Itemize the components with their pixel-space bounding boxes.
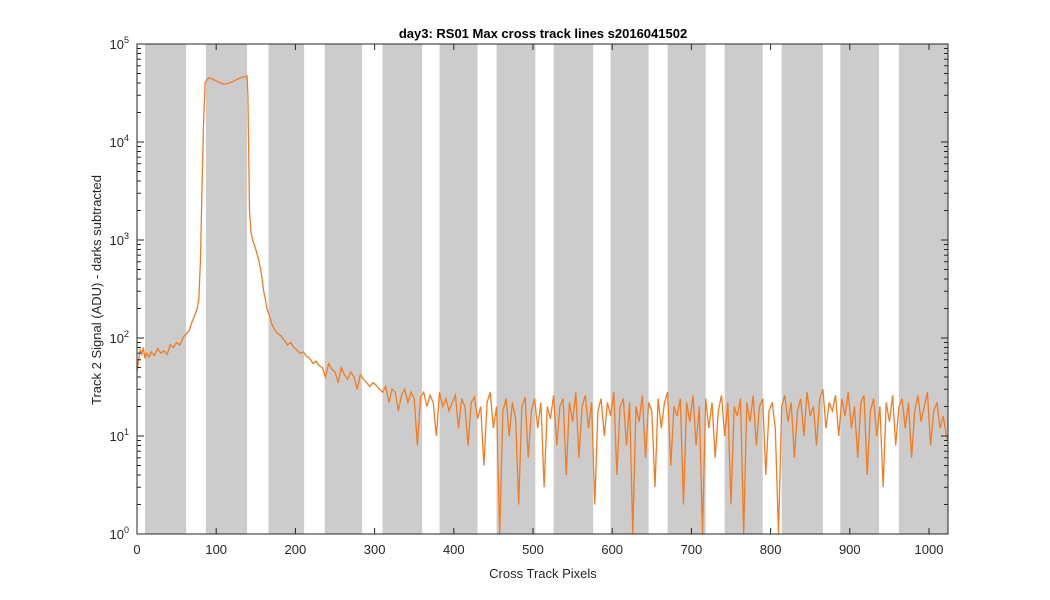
axes xyxy=(136,43,949,535)
shaded-band xyxy=(781,44,823,534)
y-axis-title: Track 2 Signal (ADU) - darks subtracted xyxy=(89,175,104,405)
plot-frame xyxy=(136,43,949,535)
x-tick-label: 500 xyxy=(522,542,544,557)
x-tick-label: 300 xyxy=(364,542,386,557)
shaded-band xyxy=(324,44,362,534)
shaded-band xyxy=(439,44,478,534)
y-tick-label: 100 xyxy=(110,525,129,542)
x-tick-label: 1000 xyxy=(915,542,944,557)
x-tick-label: 200 xyxy=(285,542,307,557)
y-tick-label: 103 xyxy=(110,231,129,248)
x-tick-label: 0 xyxy=(133,542,140,557)
shaded-band xyxy=(553,44,594,534)
shaded-band xyxy=(898,44,948,534)
x-tick-label: 700 xyxy=(681,542,703,557)
series-line xyxy=(136,75,949,535)
shaded-band xyxy=(205,44,248,534)
shaded-bands xyxy=(144,44,948,534)
x-tick-label: 900 xyxy=(839,542,861,557)
shaded-band xyxy=(144,44,187,534)
tick-labels: 0 100 200 300 400 500 600 700 800 900 1000 100 101 10… xyxy=(110,35,944,557)
x-axis-title: Cross Track Pixels xyxy=(489,566,597,581)
x-tick-label: 800 xyxy=(760,542,782,557)
shaded-band xyxy=(610,44,649,534)
shaded-band xyxy=(496,44,536,534)
y-tick-label: 104 xyxy=(110,133,129,150)
x-tick-label: 100 xyxy=(205,542,227,557)
shaded-band xyxy=(667,44,706,534)
series-lines xyxy=(136,75,949,535)
y-tick-label: 101 xyxy=(110,427,129,444)
x-tick-label: 600 xyxy=(601,542,623,557)
y-tick-label: 105 xyxy=(110,35,129,52)
x-tick-label: 400 xyxy=(443,542,465,557)
y-tick-label: 102 xyxy=(110,329,129,346)
shaded-band xyxy=(840,44,880,534)
chart-title: day3: RS01 Max cross track lines s201604… xyxy=(399,26,687,41)
shaded-band xyxy=(268,44,305,534)
shaded-band xyxy=(382,44,423,534)
shaded-band xyxy=(724,44,763,534)
